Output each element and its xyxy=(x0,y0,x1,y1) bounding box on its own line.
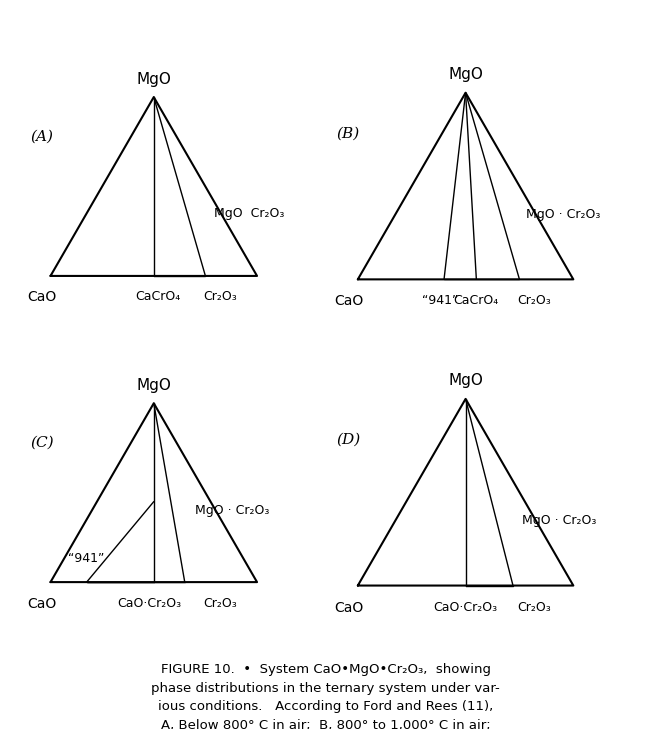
Text: MgO: MgO xyxy=(448,373,483,388)
Text: (B): (B) xyxy=(337,126,359,141)
Text: MgO · Cr₂O₃: MgO · Cr₂O₃ xyxy=(526,208,600,221)
Text: MgO: MgO xyxy=(136,71,171,87)
Text: Cr₂O₃: Cr₂O₃ xyxy=(203,596,237,609)
Text: CaO: CaO xyxy=(27,596,57,611)
Text: (C): (C) xyxy=(30,435,53,450)
Text: “941”: “941” xyxy=(68,553,105,566)
Text: CaO·Cr₂O₃: CaO·Cr₂O₃ xyxy=(434,601,497,614)
Text: MgO  Cr₂O₃: MgO Cr₂O₃ xyxy=(214,207,284,220)
Text: MgO · Cr₂O₃: MgO · Cr₂O₃ xyxy=(521,514,596,527)
Text: (A): (A) xyxy=(30,129,53,144)
Text: CaO: CaO xyxy=(27,290,57,305)
Text: MgO · Cr₂O₃: MgO · Cr₂O₃ xyxy=(195,504,270,517)
Text: CaO: CaO xyxy=(335,295,364,308)
Text: Cr₂O₃: Cr₂O₃ xyxy=(518,601,551,614)
Text: MgO: MgO xyxy=(136,378,171,393)
Text: MgO: MgO xyxy=(448,67,483,82)
Text: CaCrO₄: CaCrO₄ xyxy=(454,295,499,308)
Text: “941”: “941” xyxy=(422,295,458,308)
Text: FIGURE 10.  •  System CaO•MgO•Cr₂O₃,  showing
phase distributions in the ternary: FIGURE 10. • System CaO•MgO•Cr₂O₃, showi… xyxy=(151,663,500,729)
Text: CaCrO₄: CaCrO₄ xyxy=(135,290,180,303)
Text: (D): (D) xyxy=(337,432,361,447)
Text: Cr₂O₃: Cr₂O₃ xyxy=(203,290,237,303)
Text: CaO: CaO xyxy=(335,601,364,615)
Text: Cr₂O₃: Cr₂O₃ xyxy=(518,295,551,308)
Text: CaO·Cr₂O₃: CaO·Cr₂O₃ xyxy=(118,596,182,609)
